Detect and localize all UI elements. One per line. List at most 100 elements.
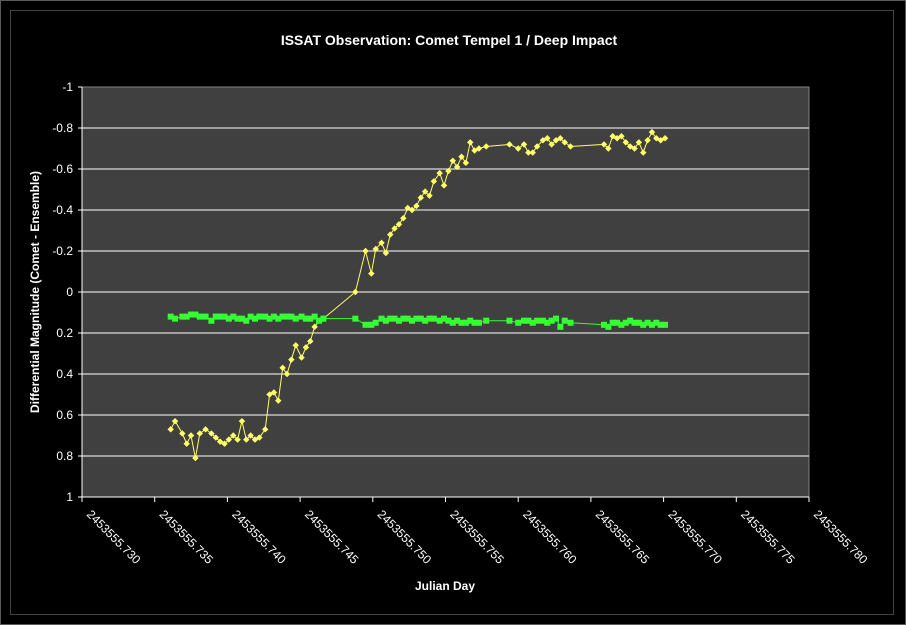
data-point-diamond xyxy=(307,338,314,345)
data-point-square xyxy=(395,317,402,324)
data-point-diamond xyxy=(395,221,403,228)
x-tick-label: 2453555.750 xyxy=(375,507,435,567)
data-point-square xyxy=(648,321,655,328)
data-point-diamond xyxy=(368,270,375,277)
data-point-diamond xyxy=(618,133,625,140)
data-point-square xyxy=(179,313,186,320)
axes xyxy=(78,86,810,502)
data-point-square xyxy=(631,319,638,326)
y-tick-label: -0.6 xyxy=(52,162,73,176)
data-point-square xyxy=(600,321,607,328)
data-point-square xyxy=(561,317,568,324)
data-point-square xyxy=(458,319,465,326)
data-point-square xyxy=(525,317,532,324)
data-point-diamond xyxy=(430,178,438,185)
data-point-square xyxy=(449,319,456,326)
data-point-diamond xyxy=(552,137,560,144)
data-point-diamond xyxy=(179,430,186,437)
data-point-square xyxy=(413,315,420,322)
data-point-square xyxy=(167,313,174,320)
data-point-square xyxy=(614,319,621,326)
data-point-square xyxy=(657,321,664,328)
data-point-diamond xyxy=(387,231,394,238)
data-point-diamond xyxy=(298,354,305,361)
data-point-diamond xyxy=(453,163,461,171)
data-point-square xyxy=(352,315,359,322)
data-point-diamond xyxy=(626,143,634,150)
data-point-square xyxy=(635,319,642,326)
data-point-diamond xyxy=(635,139,643,146)
data-point-square xyxy=(662,321,669,328)
data-point-square xyxy=(539,317,546,324)
x-tick-label: 2453555.735 xyxy=(157,507,217,567)
data-point-square xyxy=(627,317,634,324)
data-point-diamond xyxy=(520,141,528,148)
data-point-diamond xyxy=(372,245,379,253)
data-point-diamond xyxy=(533,143,541,150)
data-point-diamond xyxy=(544,135,551,142)
data-point-diamond xyxy=(436,169,443,177)
data-point-diamond xyxy=(449,157,456,164)
data-point-diamond xyxy=(283,370,291,378)
data-point-square xyxy=(320,315,327,322)
data-point-square xyxy=(262,313,269,320)
data-point-diamond xyxy=(458,153,465,160)
data-point-diamond xyxy=(483,143,490,150)
data-point-square xyxy=(284,313,291,320)
data-point-square xyxy=(609,319,616,326)
data-point-diamond xyxy=(421,188,429,195)
data-point-square xyxy=(225,315,232,322)
data-point-square xyxy=(422,317,429,324)
data-point-square xyxy=(409,317,416,324)
data-point-diamond xyxy=(561,139,568,146)
data-point-square xyxy=(247,313,254,320)
data-point-square xyxy=(243,317,250,324)
data-point-square xyxy=(515,319,522,326)
data-point-square xyxy=(567,319,574,326)
data-point-diamond xyxy=(302,344,310,351)
data-point-square xyxy=(462,319,469,326)
data-point-diamond xyxy=(212,434,219,441)
data-point-square xyxy=(387,315,394,322)
data-point-square xyxy=(378,315,385,322)
data-point-diamond xyxy=(515,145,522,152)
data-point-square xyxy=(292,315,299,322)
data-point-diamond xyxy=(653,135,660,142)
data-point-square xyxy=(208,317,215,324)
y-axis-label: Differential Magnitude (Comet - Ensemble… xyxy=(28,171,42,413)
y-tick-label: 1 xyxy=(66,490,73,504)
data-point-square xyxy=(238,315,245,322)
data-point-square xyxy=(188,311,195,318)
data-point-diamond xyxy=(609,133,616,140)
data-point-diamond xyxy=(567,143,574,150)
data-point-diamond xyxy=(648,128,656,136)
data-point-diamond xyxy=(471,147,478,154)
data-point-square xyxy=(534,317,541,324)
data-point-diamond xyxy=(644,137,651,144)
y-tick-label: 0.6 xyxy=(56,408,73,422)
data-point-diamond xyxy=(243,436,250,443)
data-point-diamond xyxy=(475,145,483,152)
data-point-square xyxy=(196,313,203,320)
data-point-diamond xyxy=(440,182,448,189)
data-point-diamond xyxy=(391,225,398,232)
data-point-square xyxy=(529,319,536,326)
data-point-square xyxy=(217,313,224,320)
data-point-diamond xyxy=(225,436,233,443)
data-point-diamond xyxy=(605,145,612,152)
data-point-square xyxy=(483,317,490,324)
y-tick-label: -1 xyxy=(62,80,73,94)
y-tick-label: 0.2 xyxy=(56,326,73,340)
data-point-diamond xyxy=(352,288,359,296)
data-point-square xyxy=(311,313,318,320)
data-point-diamond xyxy=(183,440,190,447)
data-point-diamond xyxy=(167,426,174,433)
data-point-square xyxy=(544,319,551,326)
data-point-square xyxy=(316,317,323,324)
x-tick-labels: 2453555.730 2453555.735 2453555.740 2453555… xyxy=(84,507,871,567)
y-tick-label: -0.8 xyxy=(52,121,73,135)
data-point-square xyxy=(436,317,443,324)
data-point-diamond xyxy=(216,438,224,445)
y-tick-label: -0.4 xyxy=(52,203,73,217)
